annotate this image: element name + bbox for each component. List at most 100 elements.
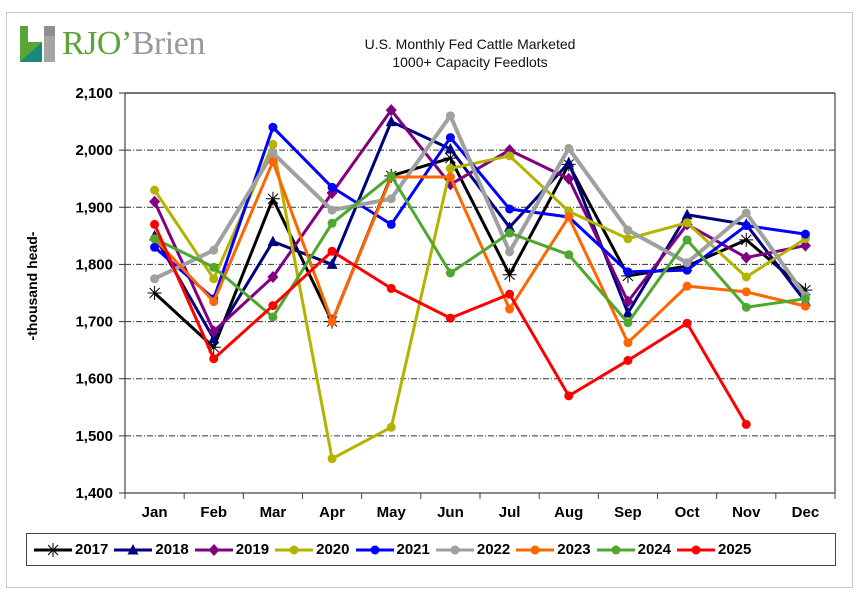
x-tick-label: Oct	[675, 504, 700, 521]
data-point-2024	[150, 234, 160, 244]
data-point-2017	[443, 151, 458, 166]
chart-subtitle: 1000+ Capacity Feedlots	[392, 54, 548, 70]
x-tick-label: Apr	[319, 504, 345, 521]
x-tick-label: Mar	[260, 504, 287, 521]
legend-swatch-icon	[355, 545, 394, 554]
legend-swatch-icon	[275, 545, 314, 554]
data-point-2024	[268, 312, 278, 322]
legend-item-2025: 2025	[676, 541, 751, 558]
data-point-2021	[445, 133, 455, 143]
legend-marker-icon	[611, 545, 621, 554]
legend-swatch-icon	[516, 545, 555, 554]
legend-marker-icon	[370, 545, 379, 554]
legend-label: 2018	[155, 541, 189, 558]
data-point-2025	[505, 289, 515, 299]
data-point-2025	[150, 219, 160, 229]
data-point-2018	[504, 221, 516, 232]
data-point-2022	[505, 247, 515, 257]
y-tick-label: 2,000	[75, 142, 113, 159]
data-point-2023	[445, 172, 455, 182]
x-tick-label: Sep	[614, 504, 642, 521]
legend-marker-icon	[691, 545, 701, 554]
legend-item-2017: 2017	[33, 541, 108, 558]
data-point-2023	[564, 212, 574, 222]
legend-label: 2024	[637, 541, 671, 558]
data-point-2017	[206, 340, 221, 355]
data-point-2019	[740, 251, 752, 264]
legend-swatch-icon	[194, 543, 233, 556]
data-point-2021	[505, 204, 515, 214]
data-point-2020	[386, 422, 396, 432]
data-point-2020	[445, 163, 455, 173]
legend-swatch-icon	[677, 545, 715, 554]
x-tick-label: Feb	[200, 504, 227, 521]
legend-marker-icon	[208, 543, 220, 556]
data-point-2018	[444, 143, 456, 154]
x-tick-label: Jan	[142, 504, 168, 521]
data-point-2024	[564, 250, 574, 260]
data-point-2019	[622, 295, 634, 308]
data-point-2022	[268, 148, 278, 158]
data-point-2019	[149, 195, 161, 208]
legend-label: 2020	[316, 541, 350, 558]
data-point-2024	[623, 318, 633, 328]
data-point-2017	[798, 283, 813, 298]
legend-marker-icon	[530, 545, 540, 554]
data-point-2022	[386, 194, 396, 204]
legend-item-2024: 2024	[596, 541, 671, 558]
data-point-2018	[208, 332, 220, 344]
legend-swatch-icon	[435, 545, 474, 554]
legend-label: 2023	[557, 541, 591, 558]
data-point-2021	[268, 122, 278, 132]
data-point-2024	[741, 302, 751, 312]
data-point-2019	[385, 104, 397, 117]
x-tick-label: Nov	[732, 504, 761, 521]
data-point-2025	[327, 246, 337, 256]
legend-swatch-icon	[34, 542, 72, 557]
data-point-2023	[741, 287, 751, 297]
data-point-2022	[150, 274, 160, 284]
y-tick-label: 1,500	[75, 428, 113, 445]
data-point-2020	[682, 218, 692, 228]
logo-wordmark: RJO’Brien	[62, 25, 205, 62]
data-point-2024	[327, 218, 337, 228]
data-point-2020	[209, 274, 219, 284]
data-point-2022	[445, 111, 455, 121]
data-point-2018	[622, 307, 634, 318]
x-tick-label: May	[377, 504, 407, 521]
data-point-2024	[386, 171, 396, 181]
series-line-2022	[153, 113, 808, 298]
series-line-2024	[153, 174, 806, 325]
x-tick-label: Aug	[554, 504, 583, 521]
data-point-2024	[505, 228, 515, 238]
logo-mark-icon	[20, 26, 56, 62]
data-point-2025	[386, 283, 396, 293]
data-point-2025	[209, 354, 219, 364]
data-point-2020	[505, 151, 515, 161]
data-point-2025	[564, 391, 574, 401]
legend-marker-icon	[127, 543, 139, 554]
data-point-2024	[209, 262, 219, 272]
data-point-2022	[741, 208, 751, 218]
legend-item-2023: 2023	[515, 541, 591, 558]
x-tick-label: Dec	[792, 504, 820, 521]
data-point-2024	[682, 235, 692, 245]
y-tick-label: 2,100	[75, 85, 113, 102]
legend-marker-icon	[450, 545, 460, 554]
x-tick-label: Jun	[437, 504, 464, 521]
data-point-2021	[623, 267, 633, 277]
data-point-2018	[267, 235, 279, 247]
data-point-2020	[623, 234, 633, 244]
series-line-2023	[153, 160, 806, 345]
legend-marker-icon	[46, 542, 60, 557]
data-point-2023	[268, 157, 278, 167]
legend-label: 2022	[476, 541, 511, 558]
data-point-2025	[268, 301, 278, 311]
data-point-2025	[623, 355, 633, 365]
y-tick-label: 1,800	[75, 256, 113, 273]
chart-title: U.S. Monthly Fed Cattle Marketed	[364, 36, 576, 52]
legend-item-2019: 2019	[194, 541, 269, 558]
data-point-2018	[326, 258, 338, 269]
data-point-2023	[623, 338, 633, 348]
